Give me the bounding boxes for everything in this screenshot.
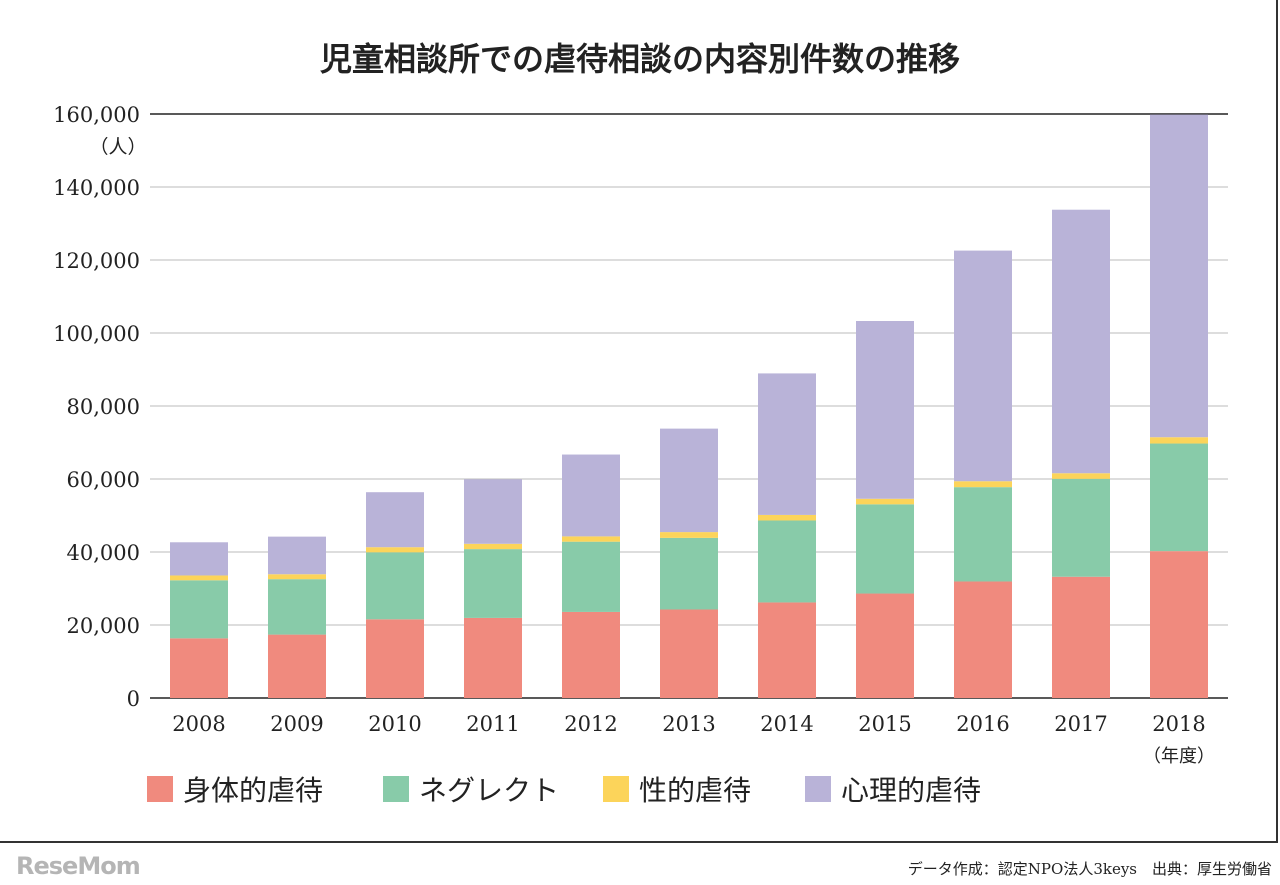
legend-label: 身体的虐待 (183, 774, 323, 807)
legend-swatch-1 (383, 776, 409, 802)
bar-segment-2017-1 (1052, 478, 1110, 577)
y-tick-label: 120,000 (53, 249, 140, 273)
bar-segment-2012-0 (562, 611, 620, 698)
x-tick-label: 2015 (858, 712, 911, 736)
x-tick-label: 2013 (662, 712, 715, 736)
bar-segment-2017-2 (1052, 473, 1110, 479)
y-tick-label: 0 (127, 687, 140, 711)
watermark-logo: ReseMom (16, 852, 141, 880)
y-tick-label: 100,000 (53, 322, 140, 346)
bar-segment-2014-1 (758, 520, 816, 603)
bar-segment-2014-2 (758, 514, 816, 521)
x-tick-label: 2010 (368, 712, 421, 736)
bar-segment-2013-0 (660, 609, 718, 698)
bar-segment-2012-1 (562, 541, 620, 612)
x-tick-label: 2011 (466, 712, 519, 736)
legend-swatch-2 (603, 776, 629, 802)
legend-label: ネグレクト (419, 774, 559, 807)
bar-segment-2016-3 (954, 250, 1012, 482)
bar-segment-2013-2 (660, 532, 718, 538)
bar-segment-2011-0 (464, 617, 522, 698)
x-tick-label: 2014 (760, 712, 813, 736)
source-footer: データ作成：認定NPO法人3keys 出典：厚生労働省 (907, 860, 1272, 878)
bar-segment-2018-3 (1150, 114, 1208, 438)
bar-segment-2016-2 (954, 481, 1012, 488)
x-tick-label: 2009 (270, 712, 323, 736)
bar-segment-2009-0 (268, 634, 326, 698)
bar-segment-2010-3 (366, 492, 424, 548)
bar-segment-2008-3 (170, 542, 228, 576)
x-tick-label: 2012 (564, 712, 617, 736)
bar-segment-2013-1 (660, 537, 718, 610)
y-tick-label: 40,000 (67, 541, 140, 565)
bar-segment-2009-2 (268, 574, 326, 580)
x-tick-label: 2008 (172, 712, 225, 736)
x-tick-label: 2017 (1054, 712, 1107, 736)
bar-segment-2010-2 (366, 547, 424, 553)
bar-segment-2018-0 (1150, 551, 1208, 698)
legend-swatch-3 (805, 776, 831, 802)
y-tick-label: 140,000 (53, 176, 140, 200)
legend-swatch-0 (147, 776, 173, 802)
bar-segment-2009-1 (268, 579, 326, 635)
bar-segment-2012-2 (562, 536, 620, 542)
bar-segment-2015-3 (856, 321, 914, 499)
bar-segment-2012-3 (562, 454, 620, 537)
bar-segment-2016-0 (954, 581, 1012, 698)
bar-segment-2015-2 (856, 498, 914, 505)
legend-label: 心理的虐待 (841, 774, 981, 807)
bar-segment-2011-3 (464, 479, 522, 544)
bar-segment-2013-3 (660, 428, 718, 533)
y-tick-label: 20,000 (67, 614, 140, 638)
bar-segment-2016-1 (954, 487, 1012, 582)
bar-segment-2014-3 (758, 373, 816, 515)
bar-segment-2009-3 (268, 536, 326, 575)
bar-segment-2017-0 (1052, 576, 1110, 698)
bar-segment-2015-0 (856, 593, 914, 698)
bar-segment-2011-1 (464, 549, 522, 618)
bar-segment-2014-0 (758, 602, 816, 698)
bar-segment-2015-1 (856, 504, 914, 594)
y-axis-unit: （人） (89, 136, 146, 158)
bar-segment-2017-3 (1052, 209, 1110, 474)
bar-segment-2010-0 (366, 619, 424, 698)
legend-label: 性的虐待 (639, 774, 751, 807)
x-tick-label: 2016 (956, 712, 1009, 736)
bar-segment-2010-1 (366, 552, 424, 620)
x-tick-label: 2018 (1152, 712, 1205, 736)
bar-segment-2018-1 (1150, 443, 1208, 552)
bar-segment-2008-1 (170, 580, 228, 639)
bar-segment-2008-2 (170, 575, 228, 581)
y-tick-label: 160,000 (53, 103, 140, 127)
x-axis-unit: （年度） (1143, 746, 1215, 767)
y-tick-label: 60,000 (67, 468, 140, 492)
bar-segment-2018-2 (1150, 437, 1208, 444)
chart-title: 児童相談所での虐待相談の内容別件数の推移 (320, 40, 960, 78)
chart-frame (0, 0, 1278, 843)
bar-segment-2011-2 (464, 543, 522, 550)
bar-segment-2008-0 (170, 638, 228, 698)
y-tick-label: 80,000 (67, 395, 140, 419)
